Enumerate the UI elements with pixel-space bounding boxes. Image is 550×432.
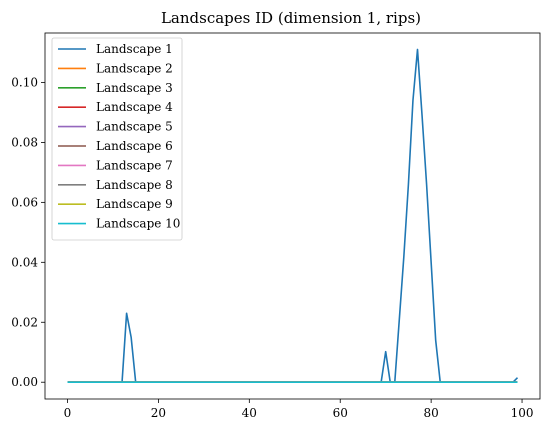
chart-title: Landscapes ID (dimension 1, rips) xyxy=(161,9,421,27)
x-tick-label: 40 xyxy=(242,406,257,420)
y-tick-label: 0.06 xyxy=(11,195,38,209)
legend-label-landscape-10: Landscape 10 xyxy=(96,217,180,231)
legend-label-landscape-3: Landscape 3 xyxy=(96,81,173,95)
plot-frame xyxy=(44,32,541,400)
legend-label-landscape-4: Landscape 4 xyxy=(96,100,173,114)
y-tick-label: 0.10 xyxy=(11,75,38,89)
axes: 0 20 40 60 80 100 0.00 0.02 0.04 0.06 0.08 0.10 xyxy=(11,32,541,420)
x-tick-label: 60 xyxy=(333,406,348,420)
legend-label-landscape-5: Landscape 5 xyxy=(96,120,173,134)
x-tick-label: 20 xyxy=(151,406,166,420)
legend-label-landscape-2: Landscape 2 xyxy=(96,61,173,75)
series-layer xyxy=(67,48,519,384)
legend: Landscape 1 Landscape 2 Landscape 3 Landsca… xyxy=(51,37,183,241)
y-tick-label: 0.00 xyxy=(11,375,38,389)
y-tick-label: 0.02 xyxy=(11,315,38,329)
legend-label-landscape-1: Landscape 1 xyxy=(96,42,173,56)
legend-label-landscape-9: Landscape 9 xyxy=(96,197,173,211)
x-tick-label: 100 xyxy=(511,406,534,420)
legend-label-landscape-6: Landscape 6 xyxy=(96,139,173,153)
x-tick-label: 80 xyxy=(423,406,438,420)
y-tick-label: 0.08 xyxy=(11,135,38,149)
legend-label-landscape-8: Landscape 8 xyxy=(96,178,173,192)
y-tick-label: 0.04 xyxy=(11,255,38,269)
x-tick-label: 0 xyxy=(64,406,72,420)
legend-label-landscape-7: Landscape 7 xyxy=(96,158,173,172)
